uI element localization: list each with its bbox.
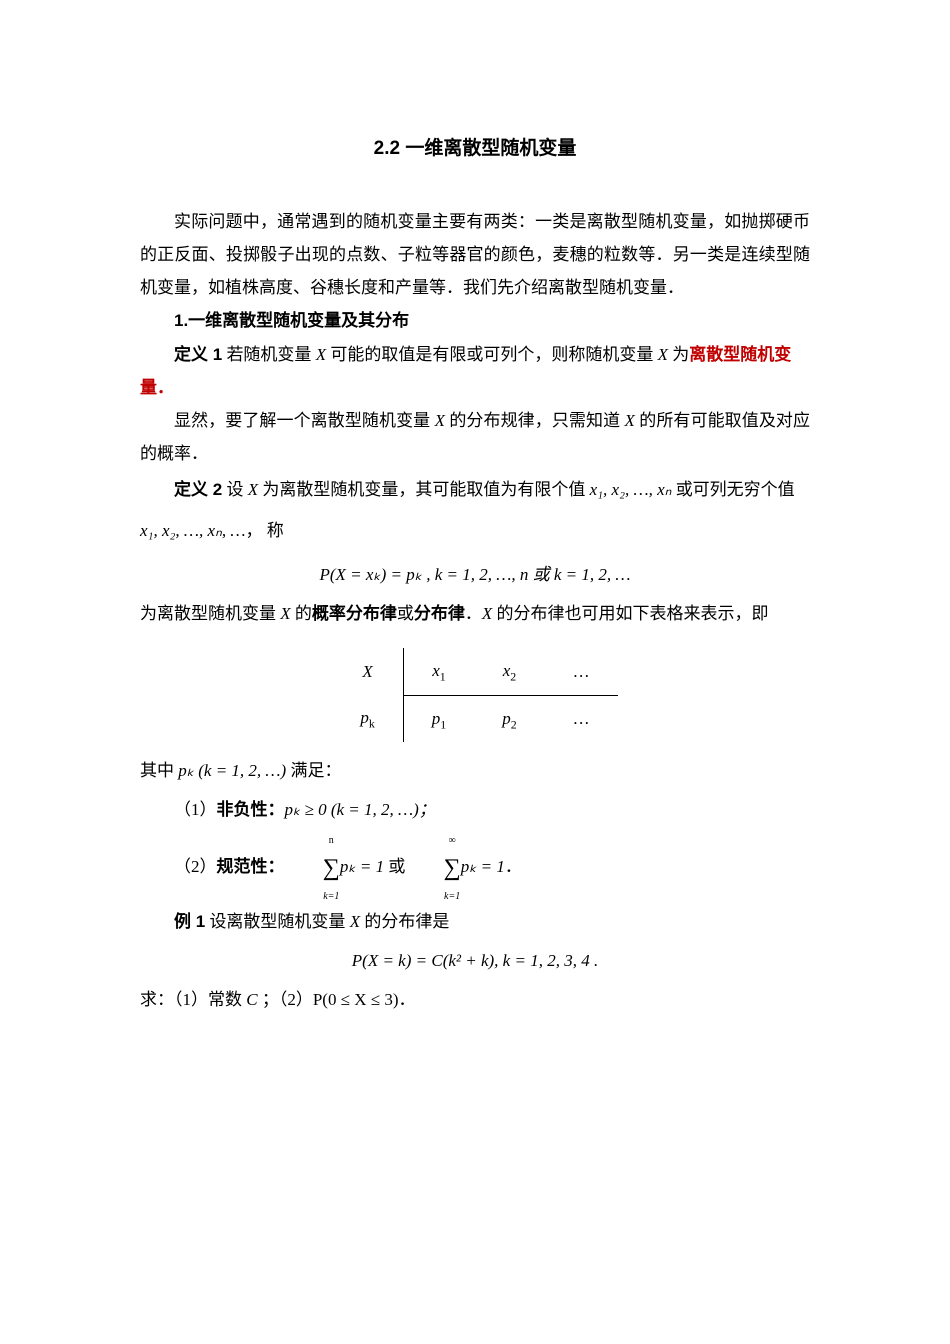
table-header-X: X: [332, 648, 403, 695]
after-formula-b: 的: [291, 604, 312, 623]
variable-X: X: [625, 411, 635, 430]
question: 求：（1）常数 C ；（2）P(0 ≤ X ≤ 3)．: [140, 983, 810, 1016]
section-title: 2.2 一维离散型随机变量: [140, 130, 810, 167]
table-header-x2: x2: [474, 648, 544, 695]
variable-X: X: [658, 345, 668, 364]
sum-symbol-1: ∑nk=1: [289, 837, 340, 899]
prop2-mid: 或: [388, 857, 405, 876]
where-pk: pₖ (k = 1, 2, …): [178, 761, 286, 780]
ex1-label: 例 1: [174, 912, 205, 931]
property-1: （1）非负性：pₖ ≥ 0 (k = 1, 2, …)；: [140, 793, 810, 826]
prop2-name: 规范性：: [217, 857, 285, 876]
remark-1: 显然，要了解一个离散型随机变量 X 的分布规律，只需知道 X 的所有可能取值及对…: [140, 404, 810, 470]
variable-X: X: [482, 604, 492, 623]
prop1-body: pₖ ≥ 0 (k = 1, 2, …)；: [285, 800, 436, 819]
formula-1-text: P(X = xₖ) = pₖ , k = 1, 2, …, n 或 k = 1,…: [319, 565, 630, 584]
def1-label: 定义 1: [174, 345, 222, 364]
distribution-law-para: 为离散型随机变量 X 的概率分布律或分布律．X 的分布律也可用如下表格来表示，即: [140, 597, 810, 630]
subsection-heading: 1.一维离散型随机变量及其分布: [140, 304, 810, 337]
def2-values-2: x₁, x₂, …, xₙ, …: [140, 521, 245, 540]
after-formula-d: ．: [465, 604, 482, 623]
obvious-1: 显然，要了解一个离散型随机变量: [174, 411, 435, 430]
def2-label: 定义 2: [174, 480, 222, 499]
distribution-table: X x1 x2 … pk p1 p2 …: [140, 648, 810, 742]
definition-1: 定义 1 若随机变量 X 可能的取值是有限或可列个，则称随机变量 X 为离散型随…: [140, 338, 810, 404]
prop2-label: （2）: [174, 857, 217, 876]
ask-1: 求：（1）常数: [140, 990, 246, 1009]
obvious-2: 的分布规律，只需知道: [445, 411, 625, 430]
formula-2-text: P(X = k) = C(k² + k), k = 1, 2, 3, 4 .: [352, 951, 598, 970]
variable-X: X: [280, 604, 290, 623]
def2-values-1: x₁, x₂, …, xₙ: [590, 480, 672, 499]
prop1-label: （1）: [174, 800, 217, 819]
def2-text-2: 为离散型随机变量，其可能取值为有限个值: [258, 480, 590, 499]
def2-text-1: 设: [222, 480, 248, 499]
formula-1: P(X = xₖ) = pₖ , k = 1, 2, …, n 或 k = 1,…: [140, 558, 810, 591]
where-1: 其中: [140, 761, 178, 780]
after-formula-a: 为离散型随机变量: [140, 604, 280, 623]
intro-paragraph: 实际问题中，通常遇到的随机变量主要有两类：一类是离散型随机变量，如抛掷硬币的正反…: [140, 205, 810, 304]
variable-X: X: [248, 480, 258, 499]
term-pl: 概率分布律: [312, 604, 397, 623]
variable-X: X: [350, 912, 360, 931]
table-cell-dots: …: [545, 695, 618, 742]
variable-X: X: [435, 411, 445, 430]
sum-body-2: pₖ = 1: [461, 857, 505, 876]
prop1-name: 非负性：: [217, 800, 285, 819]
table-row-pk: pk: [332, 695, 403, 742]
ex1-body2: 的分布律是: [360, 912, 449, 931]
prop2-end: ．: [505, 857, 522, 876]
term-fl: 分布律: [414, 604, 465, 623]
sum-symbol-2: ∑∞k=1: [410, 837, 461, 899]
def1-text-1: 若随机变量: [222, 345, 316, 364]
where-clause: 其中 pₖ (k = 1, 2, …) 满足：: [140, 754, 810, 787]
property-2: （2）规范性： ∑nk=1pₖ = 1 或 ∑∞k=1pₖ = 1．: [140, 837, 810, 899]
formula-2: P(X = k) = C(k² + k), k = 1, 2, 3, 4 .: [140, 944, 810, 977]
def2-text-3: 或可列无穷个值: [671, 480, 794, 499]
table-cell-p2: p2: [474, 695, 544, 742]
table-cell-p1: p1: [403, 695, 474, 742]
def2-text-4: ， 称: [245, 521, 283, 540]
ask-2: ；（2）P(0 ≤ X ≤ 3)．: [258, 990, 416, 1009]
variable-X: X: [316, 345, 326, 364]
table-header-x1: x1: [403, 648, 474, 695]
after-formula-c: 或: [397, 604, 414, 623]
where-2: 满足：: [286, 761, 341, 780]
def1-text-2: 可能的取值是有限或可列个，则称随机变量: [326, 345, 658, 364]
ex1-body1: 设离散型随机变量: [205, 912, 350, 931]
example-1: 例 1 设离散型随机变量 X 的分布律是: [140, 905, 810, 938]
after-formula-e: 的分布律也可用如下表格来表示，即: [492, 604, 768, 623]
def1-text-3: 为: [668, 345, 689, 364]
constant-C: C: [246, 990, 257, 1009]
definition-2: 定义 2 设 X 为离散型随机变量，其可能取值为有限个值 x₁, x₂, …, …: [140, 470, 810, 552]
sum-body-1: pₖ = 1: [340, 857, 384, 876]
table-header-dots: …: [545, 648, 618, 695]
